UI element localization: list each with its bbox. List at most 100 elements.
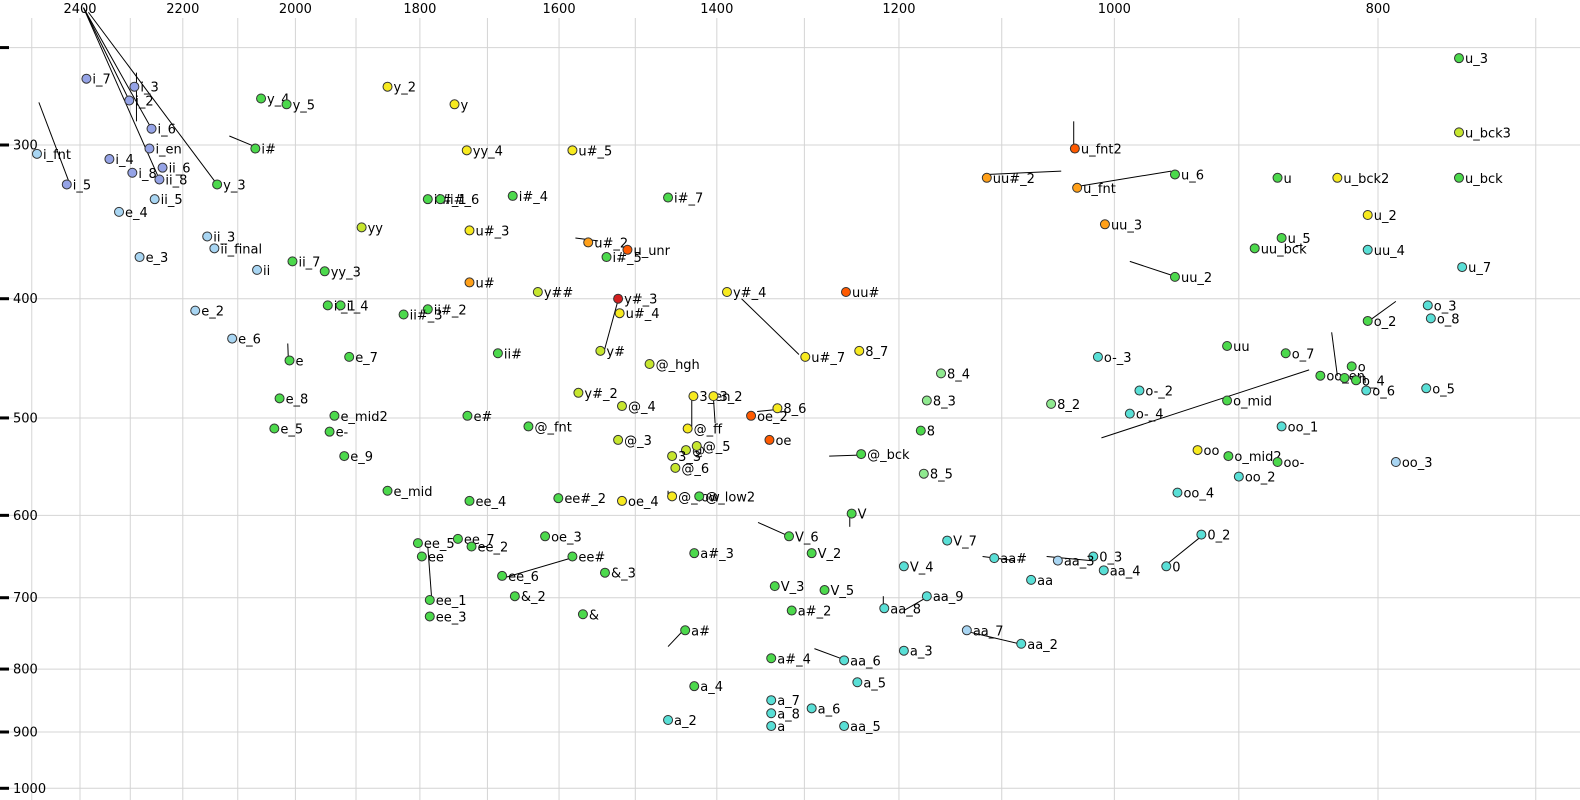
data-point[interactable]: [1124, 408, 1135, 419]
data-point[interactable]: [464, 495, 475, 506]
data-point[interactable]: [252, 264, 263, 275]
data-point[interactable]: [464, 277, 475, 288]
data-point[interactable]: [452, 533, 463, 544]
data-point[interactable]: [1390, 457, 1401, 468]
data-point[interactable]: [81, 73, 92, 84]
data-point[interactable]: [356, 222, 367, 233]
data-point[interactable]: [1196, 529, 1207, 540]
data-point[interactable]: [614, 308, 625, 319]
data-point[interactable]: [1169, 169, 1180, 180]
data-point[interactable]: [644, 359, 655, 370]
data-point[interactable]: [31, 148, 42, 159]
data-point[interactable]: [149, 194, 160, 205]
data-point[interactable]: [689, 548, 700, 559]
data-point[interactable]: [507, 190, 518, 201]
data-point[interactable]: [583, 237, 594, 248]
data-point[interactable]: [202, 231, 213, 242]
data-point[interactable]: [1233, 471, 1244, 482]
data-point[interactable]: [667, 451, 678, 462]
data-point[interactable]: [772, 403, 783, 414]
data-point[interactable]: [786, 605, 797, 616]
data-point[interactable]: [1315, 370, 1326, 381]
data-point[interactable]: [663, 714, 674, 725]
data-point[interactable]: [918, 468, 929, 479]
data-point[interactable]: [1134, 385, 1145, 396]
data-point[interactable]: [532, 286, 543, 297]
data-point[interactable]: [329, 410, 340, 421]
data-point[interactable]: [1361, 385, 1372, 396]
data-point[interactable]: [577, 609, 588, 620]
data-point[interactable]: [1192, 445, 1203, 456]
data-point[interactable]: [1072, 182, 1083, 193]
data-point[interactable]: [1222, 395, 1233, 406]
data-point[interactable]: [1339, 373, 1350, 384]
data-point[interactable]: [319, 266, 330, 277]
data-point[interactable]: [144, 143, 155, 154]
data-point[interactable]: [382, 485, 393, 496]
data-point[interactable]: [1453, 127, 1464, 138]
data-point[interactable]: [1457, 262, 1468, 273]
data-point[interactable]: [1272, 172, 1283, 183]
data-point[interactable]: [339, 451, 350, 462]
data-point[interactable]: [1088, 551, 1099, 562]
data-point[interactable]: [1362, 244, 1373, 255]
data-point[interactable]: [227, 333, 238, 344]
data-point[interactable]: [212, 179, 223, 190]
data-point[interactable]: [764, 434, 775, 445]
data-point[interactable]: [1046, 398, 1057, 409]
data-point[interactable]: [1098, 565, 1109, 576]
data-point[interactable]: [416, 551, 427, 562]
data-point[interactable]: [422, 194, 433, 205]
data-point[interactable]: [663, 192, 674, 203]
data-point[interactable]: [1161, 561, 1172, 572]
data-point[interactable]: [104, 154, 115, 165]
data-point[interactable]: [256, 93, 267, 104]
data-point[interactable]: [691, 441, 702, 452]
data-point[interactable]: [800, 351, 811, 362]
data-point[interactable]: [595, 345, 606, 356]
data-point[interactable]: [157, 162, 168, 173]
data-point[interactable]: [688, 391, 699, 402]
data-point[interactable]: [616, 401, 627, 412]
data-point[interactable]: [1362, 210, 1373, 221]
data-point[interactable]: [689, 681, 700, 692]
data-point[interactable]: [680, 625, 691, 636]
data-point[interactable]: [398, 309, 409, 320]
data-point[interactable]: [915, 425, 926, 436]
data-point[interactable]: [942, 535, 953, 546]
data-point[interactable]: [670, 462, 681, 473]
data-point[interactable]: [806, 548, 817, 559]
data-point[interactable]: [1362, 315, 1373, 326]
data-point[interactable]: [1172, 487, 1183, 498]
data-point[interactable]: [1453, 53, 1464, 64]
data-point[interactable]: [989, 553, 1000, 564]
data-point[interactable]: [766, 708, 777, 719]
data-point[interactable]: [287, 256, 298, 267]
data-point[interactable]: [449, 99, 460, 110]
data-point[interactable]: [424, 611, 435, 622]
data-point[interactable]: [127, 167, 138, 178]
data-point[interactable]: [412, 538, 423, 549]
data-point[interactable]: [840, 286, 851, 297]
data-point[interactable]: [382, 81, 393, 92]
data-point[interactable]: [1099, 219, 1110, 230]
data-point[interactable]: [567, 551, 578, 562]
data-point[interactable]: [746, 410, 757, 421]
data-point[interactable]: [462, 410, 473, 421]
data-point[interactable]: [322, 300, 333, 311]
data-point[interactable]: [523, 421, 534, 432]
data-point[interactable]: [680, 445, 691, 456]
data-point[interactable]: [1223, 451, 1234, 462]
data-point[interactable]: [274, 393, 285, 404]
data-point[interactable]: [921, 395, 932, 406]
data-point[interactable]: [492, 348, 503, 359]
data-point[interactable]: [898, 645, 909, 656]
data-point[interactable]: [856, 449, 867, 460]
data-point[interactable]: [1332, 172, 1343, 183]
data-point[interactable]: [129, 81, 140, 92]
data-point[interactable]: [250, 143, 261, 154]
data-point[interactable]: [839, 655, 850, 666]
data-point[interactable]: [981, 172, 992, 183]
data-point[interactable]: [879, 603, 890, 614]
data-point[interactable]: [694, 491, 705, 502]
